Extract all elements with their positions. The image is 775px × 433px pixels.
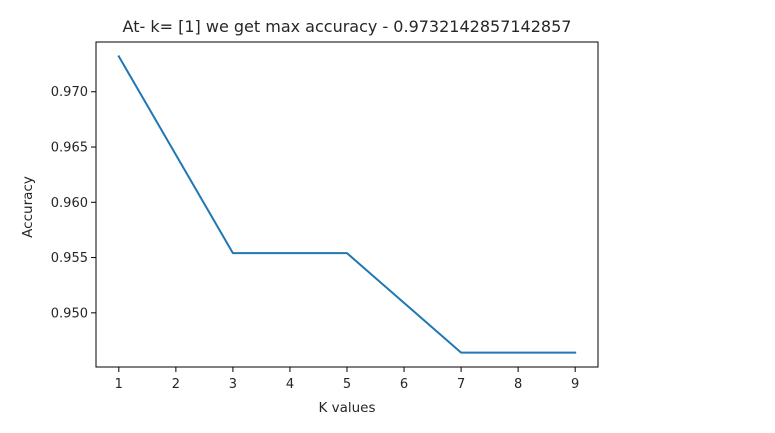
y-tick-label: 0.950 (51, 306, 88, 321)
x-tick-label: 8 (514, 377, 522, 392)
chart-title: At- k= [1] we get max accuracy - 0.97321… (123, 17, 572, 36)
x-tick-label: 7 (457, 377, 465, 392)
y-tick-label: 0.970 (51, 85, 88, 100)
x-tick-label: 9 (571, 377, 579, 392)
x-tick-label: 6 (400, 377, 408, 392)
x-tick-label: 4 (286, 377, 294, 392)
x-axis-label: K values (318, 400, 375, 416)
y-axis-label: Accuracy (20, 176, 36, 238)
x-tick-label: 5 (343, 377, 351, 392)
x-tick-label: 3 (229, 377, 237, 392)
series-line (117, 55, 577, 354)
y-tick-label: 0.965 (51, 141, 88, 156)
plot-frame (95, 41, 599, 368)
y-tick-label: 0.960 (51, 196, 88, 211)
x-tick-label: 2 (172, 377, 180, 392)
y-tick-label: 0.955 (51, 251, 88, 266)
x-tick-label: 1 (115, 377, 123, 392)
